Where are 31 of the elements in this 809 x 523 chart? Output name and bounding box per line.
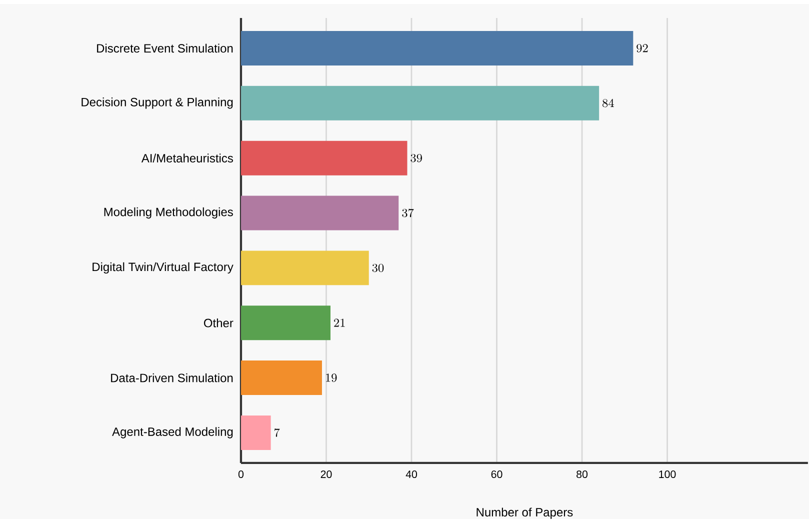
data-label: 7	[274, 428, 280, 437]
x-tick-label: 40	[406, 470, 418, 478]
bar	[240, 196, 399, 230]
data-label: 37	[402, 208, 414, 217]
y-tick-label: Decision Support & Planning	[82, 97, 233, 109]
bar	[240, 86, 600, 120]
x-tick-label: 0	[238, 470, 244, 478]
x-tick-label: 100	[659, 470, 676, 478]
data-label: 92	[636, 44, 648, 52]
y-tick-label: Other	[204, 318, 234, 328]
x-tick-label: 60	[491, 470, 502, 478]
data-label: 84	[602, 98, 614, 108]
x-tick-label: 80	[576, 470, 588, 478]
x-axis-title: Number of Papers	[476, 508, 573, 519]
y-tick-label: Discrete Event Simulation	[97, 44, 233, 52]
y-tick-label: Digital Twin/Virtual Factory	[92, 262, 234, 274]
data-label: 21	[334, 318, 345, 327]
bar	[240, 305, 331, 340]
data-label: 30	[372, 264, 384, 272]
bar	[240, 415, 271, 450]
bar	[240, 360, 322, 395]
data-label: 39	[410, 154, 422, 162]
y-tick-label: Agent-Based Modeling	[112, 426, 233, 438]
y-tick-label: AI/Metaheuristics	[141, 154, 233, 162]
bar	[240, 30, 634, 66]
x-tick-label: 20	[320, 470, 332, 478]
y-tick-label: Modeling Methodologies	[104, 207, 233, 218]
bar	[240, 140, 408, 176]
data-label: 19	[326, 374, 337, 382]
bar	[240, 250, 369, 286]
y-tick-label: Data-Driven Simulation	[111, 373, 233, 382]
